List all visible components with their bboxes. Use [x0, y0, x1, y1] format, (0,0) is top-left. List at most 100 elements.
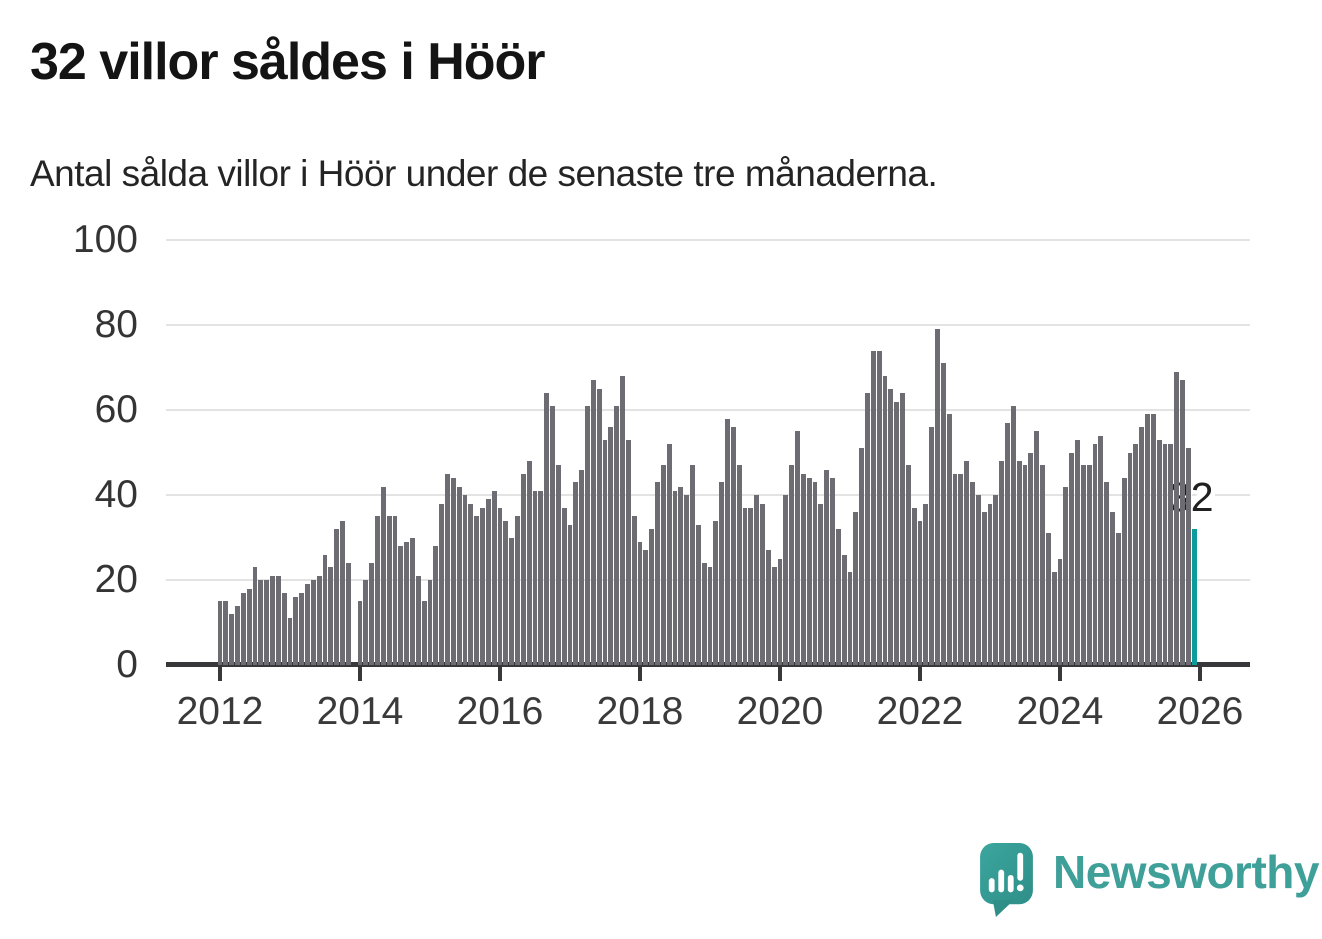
bar — [643, 550, 649, 665]
bar — [596, 388, 602, 665]
bar — [894, 401, 899, 665]
bar — [299, 592, 304, 665]
bar — [1010, 405, 1016, 665]
bar — [666, 444, 672, 665]
bar — [806, 478, 812, 665]
bar — [1185, 448, 1191, 665]
bar — [515, 516, 520, 665]
bar — [818, 503, 824, 665]
bar — [410, 537, 415, 665]
bar — [911, 507, 917, 665]
bar — [287, 618, 293, 665]
bar — [946, 414, 952, 665]
bar — [520, 473, 526, 665]
bar — [812, 482, 818, 665]
bar — [841, 554, 847, 665]
bar — [433, 546, 439, 665]
bar — [730, 427, 736, 665]
bar — [229, 614, 234, 665]
bar — [491, 490, 497, 665]
bar — [660, 465, 666, 665]
bar — [1104, 482, 1109, 665]
bar — [602, 439, 608, 665]
bar — [462, 495, 468, 665]
x-axis-tick-2022 — [918, 667, 922, 681]
bar — [1168, 444, 1174, 665]
bar — [1145, 414, 1150, 665]
x-axis-label-2026: 2026 — [1156, 690, 1244, 733]
bar — [1034, 431, 1039, 665]
bar — [917, 520, 923, 665]
bar — [608, 427, 614, 665]
bar — [830, 478, 835, 665]
x-axis-tick-2014 — [358, 667, 362, 681]
bar — [870, 350, 876, 665]
newsworthy-logo: Newsworthy — [980, 843, 1319, 918]
bar — [847, 571, 853, 665]
x-axis-tick-2024 — [1058, 667, 1062, 681]
bar — [480, 507, 485, 665]
bar — [1069, 452, 1074, 665]
bar — [695, 524, 701, 665]
bar — [567, 524, 573, 665]
bar — [392, 516, 398, 665]
bar — [631, 516, 637, 665]
bar — [835, 529, 841, 665]
bar — [1174, 371, 1179, 665]
page-subtitle: Antal sålda villor i Höör under de senas… — [30, 153, 938, 194]
bar — [1139, 427, 1144, 665]
bar — [223, 601, 229, 665]
bar — [264, 580, 269, 665]
gridline-y40 — [166, 494, 1250, 496]
bar — [561, 507, 567, 665]
bar — [217, 601, 223, 665]
bar — [900, 393, 905, 665]
bar — [526, 461, 532, 665]
bar — [1063, 486, 1069, 665]
bar — [380, 486, 386, 665]
gridline-y60 — [166, 409, 1250, 411]
bar — [713, 520, 719, 665]
bar — [935, 329, 940, 665]
bar — [882, 376, 888, 665]
bar — [509, 537, 514, 665]
bar — [573, 482, 579, 665]
bar — [707, 567, 713, 665]
bar — [975, 495, 981, 665]
bar — [246, 588, 252, 665]
x-axis-label-2018: 2018 — [596, 690, 684, 733]
bar — [1080, 465, 1086, 665]
bar — [532, 490, 538, 665]
x-axis-tick-2018 — [638, 667, 642, 681]
bar — [240, 592, 246, 665]
y-axis-label-40: 40 — [94, 473, 138, 516]
bar — [398, 546, 404, 665]
bar — [345, 563, 351, 665]
bar — [590, 380, 596, 665]
bar — [929, 427, 934, 665]
bar — [725, 418, 730, 665]
y-axis-label-80: 80 — [94, 303, 138, 346]
bar — [293, 597, 299, 665]
bar — [1028, 452, 1034, 665]
bar — [310, 580, 316, 665]
x-axis-tick-2020 — [778, 667, 782, 681]
bar — [585, 405, 590, 665]
bar — [952, 473, 958, 665]
bar — [620, 376, 625, 665]
y-axis-label-100: 100 — [72, 218, 138, 261]
bar — [1098, 435, 1104, 665]
bar — [316, 575, 322, 665]
x-axis-label-2024: 2024 — [1016, 690, 1104, 733]
bar — [485, 499, 491, 665]
gridline-y80 — [166, 324, 1250, 326]
bar — [905, 465, 911, 665]
bar — [270, 575, 275, 665]
x-axis-label-2014: 2014 — [316, 690, 404, 733]
bar — [865, 393, 870, 665]
bar — [1086, 465, 1092, 665]
bar — [1162, 444, 1168, 665]
bar — [1016, 461, 1022, 665]
x-axis-label-2022: 2022 — [876, 690, 964, 733]
